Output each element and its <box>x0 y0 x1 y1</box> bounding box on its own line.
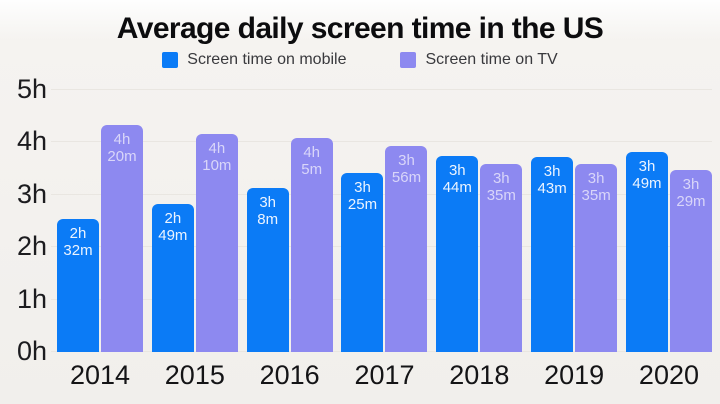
bar-groups: 2h 32m 4h 20m 2h 49m 4h 10m 3h 8m 4h 5m 3h 25m 3h 56m 3h… <box>57 90 712 352</box>
y-tick-label: 5h <box>16 74 47 104</box>
bar-tv-2020: 3h 29m <box>669 169 712 352</box>
bar-value-label: 35m <box>581 187 611 205</box>
bar-value-label: 44m <box>442 179 472 197</box>
bar-value-label: 10m <box>202 156 232 174</box>
legend-item-mobile: Screen time on mobile <box>162 51 346 69</box>
bar-mobile-2015: 2h 49m <box>151 204 194 352</box>
bar-value-label: 29m <box>676 192 706 210</box>
bar-group-2016: 3h 8m 4h 5m <box>246 138 333 352</box>
bar-value-label: 3h <box>587 170 605 188</box>
gridline <box>51 89 712 90</box>
bar-tv-2015: 4h 10m <box>195 133 238 352</box>
bar-mobile-2019: 3h 43m <box>531 157 574 352</box>
x-axis: 2014 2015 2016 2017 2018 2019 2020 <box>57 360 712 391</box>
bar-value-label: 3h <box>638 158 656 175</box>
legend-swatch-mobile-icon <box>162 52 179 68</box>
y-tick-label: 2h <box>16 231 47 262</box>
chart-title: Average daily screen time in the US <box>116 12 604 45</box>
legend-label-tv: Screen time on TV <box>425 51 558 68</box>
bar-group-2015: 2h 49m 4h 10m <box>151 133 238 352</box>
x-axis-label-2020: 2020 <box>638 360 699 390</box>
bar-value-label: 3h <box>682 175 700 193</box>
y-tick-label: 1h <box>16 283 47 314</box>
plot-area: 2h 32m 4h 20m 2h 49m 4h 10m 3h 8m 4h 5m 3h 25m 3h 56m 3h… <box>51 89 712 352</box>
bar-value-label: 4h <box>113 130 131 148</box>
x-axis-label-2017: 2017 <box>354 360 415 390</box>
y-tick-label: 3h <box>16 178 47 209</box>
x-axis-label-2016: 2016 <box>259 360 320 390</box>
bar-group-2020: 3h 49m 3h 29m <box>625 152 712 352</box>
bar-tv-2017: 3h 56m <box>385 145 428 352</box>
bar-value-label: 35m <box>486 187 516 205</box>
bar-group-2018: 3h 44m 3h 35m <box>436 156 523 352</box>
bar-value-label: 2h <box>164 210 182 228</box>
bar-value-label: 3h <box>398 151 415 169</box>
bar-value-label: 2h <box>69 225 87 243</box>
bar-mobile-2020: 3h 49m <box>625 152 668 352</box>
legend-item-tv: Screen time on TV <box>400 51 558 69</box>
bar-tv-2018: 3h 35m <box>480 164 523 352</box>
bar-value-label: 49m <box>632 175 662 192</box>
bar-value-label: 32m <box>63 242 93 260</box>
legend: Screen time on mobile Screen time on TV <box>0 51 720 69</box>
bar-mobile-2016: 3h 8m <box>246 187 289 352</box>
bar-value-label: 4h <box>208 139 226 157</box>
x-axis-label-2014: 2014 <box>69 360 131 390</box>
legend-label-mobile: Screen time on mobile <box>187 51 347 68</box>
legend-swatch-tv-icon <box>400 52 417 68</box>
bar-value-label: 3h <box>259 193 276 211</box>
bar-value-label: 3h <box>543 163 561 181</box>
bar-tv-2016: 4h 5m <box>290 138 333 352</box>
x-axis-label-2015: 2015 <box>164 360 225 390</box>
x-axis-label-2018: 2018 <box>449 360 510 390</box>
bar-value-label: 3h <box>354 179 371 196</box>
bar-value-label: 25m <box>347 196 378 213</box>
bar-value-label: 8m <box>257 210 279 228</box>
bar-value-label: 5m <box>301 161 323 178</box>
x-axis-label-2019: 2019 <box>544 360 605 390</box>
gridline <box>51 141 712 143</box>
bar-tv-2014: 4h 20m <box>101 124 143 352</box>
bar-group-2014: 2h 32m 4h 20m <box>57 124 143 352</box>
y-axis: 0h 1h 2h 3h 4h 5h <box>0 74 47 366</box>
bar-group-2019: 3h 43m 3h 35m <box>531 157 618 352</box>
bar-value-label: 49m <box>158 227 188 245</box>
bar-value-label: 20m <box>107 147 137 165</box>
bar-tv-2019: 3h 35m <box>575 164 618 352</box>
bar-value-label: 4h <box>303 144 320 161</box>
bar-value-label: 3h <box>492 170 510 188</box>
bar-value-label: 56m <box>391 168 422 186</box>
y-tick-label: 4h <box>16 126 47 157</box>
y-tick-label: 0h <box>16 336 47 366</box>
bar-group-2017: 3h 25m 3h 56m <box>341 145 428 352</box>
bar-mobile-2018: 3h 44m <box>436 156 479 352</box>
bar-mobile-2017: 3h 25m <box>341 173 384 352</box>
bar-value-label: 43m <box>537 180 567 198</box>
bar-value-label: 3h <box>448 162 466 180</box>
bar-mobile-2014: 2h 32m <box>57 219 99 352</box>
